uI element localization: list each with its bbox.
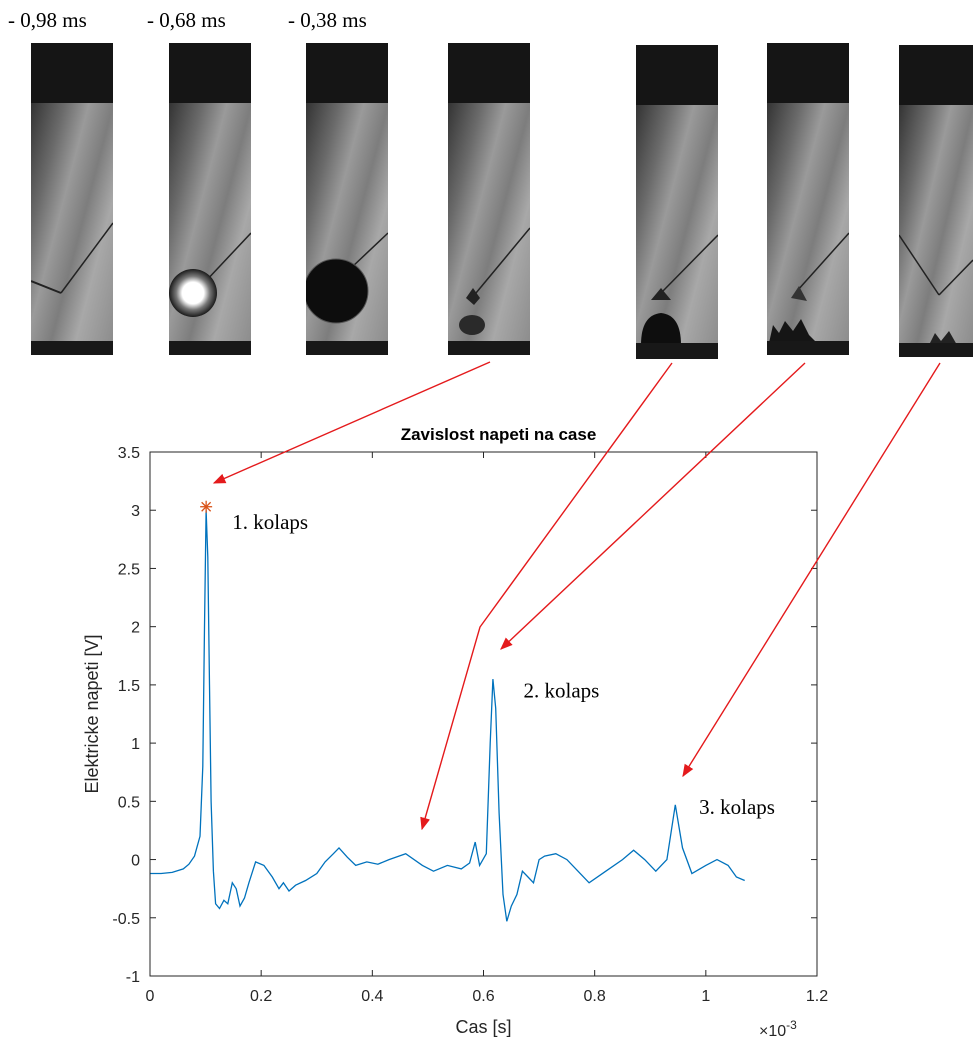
y-tick-label: 1.5: [118, 678, 140, 695]
frame-image-5: [636, 45, 718, 359]
frame-caption-2: - 0,68 ms: [147, 8, 226, 32]
x-tick-label: 1.2: [806, 988, 828, 1005]
y-tick-label: 3: [131, 503, 140, 520]
arrow: [682, 362, 941, 778]
y-tick-label: 0: [131, 853, 140, 870]
y-axis-label: Elektricke napeti [V]: [82, 634, 102, 793]
frame-image-2: [169, 43, 251, 355]
y-tick-label: 3.5: [118, 445, 140, 462]
x-tick-label: 0.8: [584, 988, 606, 1005]
x-tick-label: 0.4: [361, 988, 383, 1005]
collapse-annotation: 3. kolaps: [699, 795, 775, 819]
y-tick-label: 0.5: [118, 794, 140, 811]
annotation-arrows: [212, 361, 941, 831]
x-tick-label: 0.2: [250, 988, 272, 1005]
frame-image-6: [767, 43, 849, 355]
arrow: [212, 361, 491, 484]
chart-title: Zavislost napeti na case: [401, 425, 597, 444]
collapse-annotation: 1. kolaps: [232, 510, 308, 534]
peak-marker: [200, 500, 213, 513]
collapse-annotation: 2. kolaps: [524, 679, 600, 703]
frame-image-4: [448, 43, 530, 355]
voltage-series-line: [150, 510, 745, 922]
arrow: [420, 362, 673, 831]
y-tick-label: 2: [131, 620, 140, 637]
x-exponent-power: -3: [786, 1018, 797, 1032]
x-tick-label: 0.6: [472, 988, 494, 1005]
plot-frame: [149, 451, 818, 977]
x-axis-exponent: ×10-3: [759, 1018, 797, 1040]
x-axis-label: Cas [s]: [455, 1017, 511, 1037]
frame-image-7: [899, 45, 973, 357]
plot-area: [150, 452, 817, 976]
arrow: [500, 362, 806, 650]
frame-image-3: [306, 43, 388, 355]
frame-caption-1: - 0,98 ms: [8, 8, 87, 32]
x-tick-label: 1: [701, 988, 710, 1005]
y-tick-label: 2.5: [118, 561, 140, 578]
x-exponent-base: ×10: [759, 1023, 786, 1040]
frame-caption-3: - 0,38 ms: [288, 8, 367, 32]
y-tick-label: -0.5: [112, 911, 140, 928]
y-tick-label: -1: [126, 969, 140, 986]
frame-image-1: [31, 43, 113, 355]
y-tick-label: 1: [131, 736, 140, 753]
x-tick-label: 0: [146, 988, 155, 1005]
